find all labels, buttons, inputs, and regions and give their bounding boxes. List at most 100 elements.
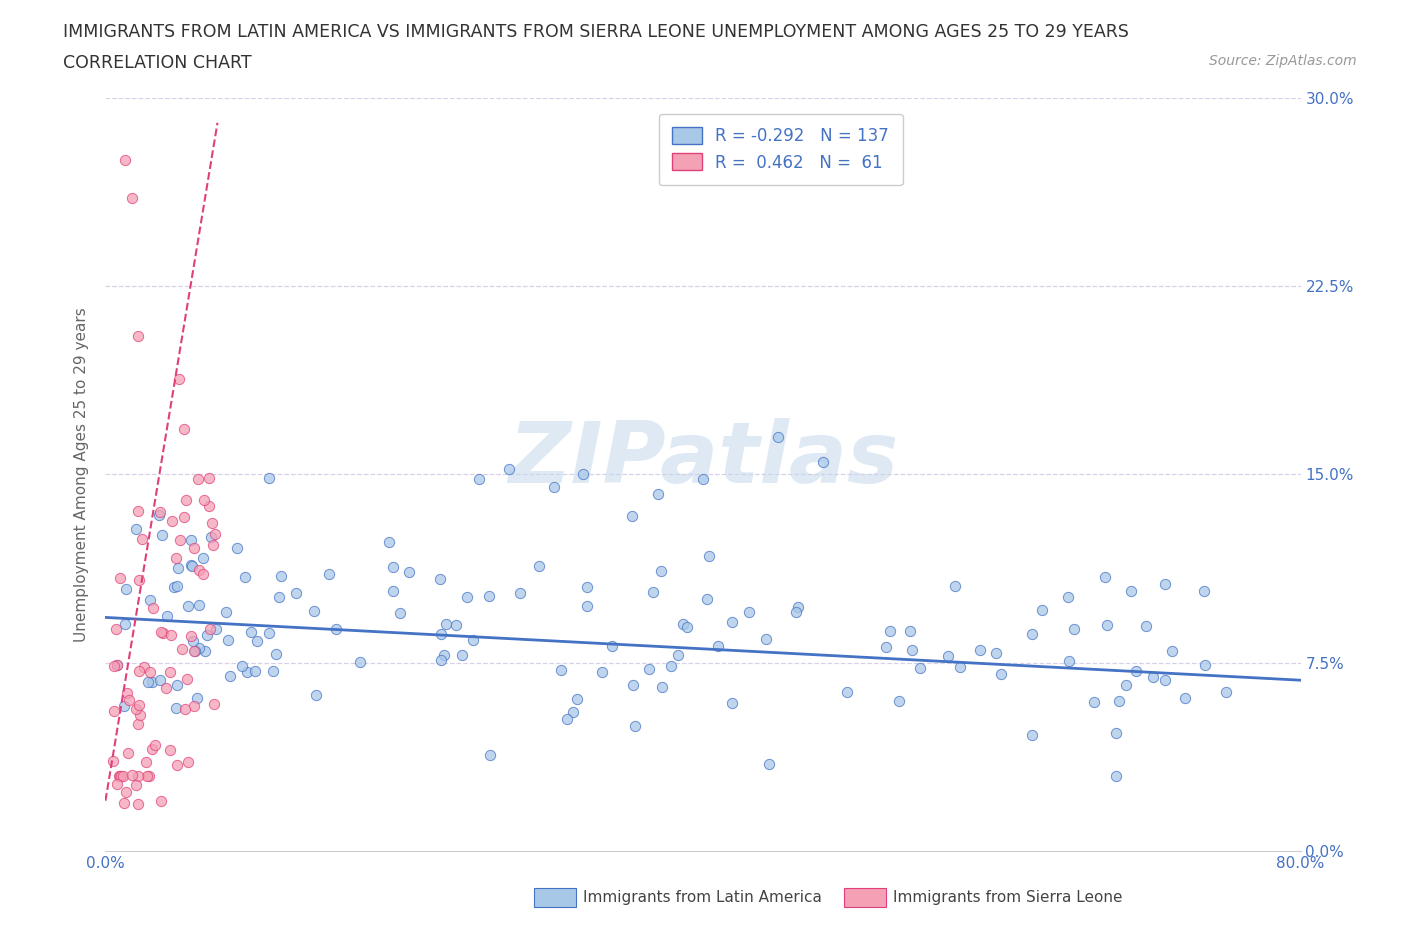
Point bbox=[156, 609, 179, 624]
Point bbox=[105, 777, 128, 791]
Point bbox=[112, 768, 135, 783]
Point bbox=[692, 472, 714, 486]
Point bbox=[167, 372, 190, 387]
Point bbox=[624, 719, 647, 734]
Point bbox=[117, 686, 139, 701]
Point bbox=[148, 508, 170, 523]
Point bbox=[128, 573, 150, 588]
Point bbox=[138, 768, 160, 783]
Point bbox=[676, 619, 699, 634]
Point bbox=[433, 647, 456, 662]
Point bbox=[1135, 618, 1157, 633]
Point bbox=[1194, 658, 1216, 672]
Point bbox=[127, 768, 149, 783]
Point bbox=[128, 664, 150, 679]
Point bbox=[1142, 670, 1164, 684]
Point bbox=[180, 629, 202, 644]
Point bbox=[721, 696, 744, 711]
Point bbox=[707, 639, 730, 654]
Point bbox=[382, 559, 405, 574]
Point bbox=[1105, 768, 1128, 783]
Point bbox=[124, 778, 146, 793]
Point bbox=[591, 664, 613, 679]
Point bbox=[875, 640, 897, 655]
Point bbox=[125, 522, 148, 537]
Point bbox=[187, 598, 209, 613]
Point bbox=[152, 528, 174, 543]
Point bbox=[184, 644, 207, 658]
Legend: R = -0.292   N = 137, R =  0.462   N =  61: R = -0.292 N = 137, R = 0.462 N = 61 bbox=[659, 113, 903, 185]
Point bbox=[766, 430, 789, 445]
Point bbox=[1063, 621, 1085, 636]
Point bbox=[183, 540, 205, 555]
Point bbox=[240, 624, 263, 639]
Point bbox=[305, 687, 328, 702]
Point bbox=[191, 551, 214, 565]
Point bbox=[1108, 694, 1130, 709]
Point bbox=[152, 625, 174, 640]
Point bbox=[112, 796, 135, 811]
Point bbox=[201, 538, 224, 552]
Point bbox=[139, 665, 162, 680]
Point bbox=[108, 768, 131, 783]
Point bbox=[121, 191, 143, 206]
Point bbox=[114, 153, 136, 167]
Text: CORRELATION CHART: CORRELATION CHART bbox=[63, 54, 252, 72]
Point bbox=[1153, 672, 1175, 687]
Point bbox=[389, 605, 412, 620]
Point bbox=[183, 644, 205, 658]
Point bbox=[205, 622, 228, 637]
Point bbox=[103, 658, 125, 673]
Point bbox=[621, 678, 644, 693]
Point bbox=[509, 585, 531, 600]
Text: Immigrants from Sierra Leone: Immigrants from Sierra Leone bbox=[893, 890, 1122, 905]
Point bbox=[127, 797, 149, 812]
Point bbox=[180, 558, 202, 573]
Point bbox=[162, 513, 184, 528]
Point bbox=[177, 754, 200, 769]
Point bbox=[166, 757, 188, 772]
Point bbox=[672, 617, 695, 631]
Point bbox=[575, 599, 598, 614]
Point bbox=[204, 526, 226, 541]
Point bbox=[398, 565, 420, 579]
Point bbox=[191, 566, 214, 581]
Point bbox=[659, 658, 682, 673]
Point bbox=[270, 568, 292, 583]
Point bbox=[160, 628, 183, 643]
Point bbox=[1160, 644, 1182, 658]
Point bbox=[264, 646, 287, 661]
Text: ZIPatlas: ZIPatlas bbox=[508, 418, 898, 500]
Point bbox=[125, 701, 148, 716]
Point bbox=[181, 633, 204, 648]
Point bbox=[136, 675, 159, 690]
Point bbox=[901, 643, 924, 658]
Point bbox=[180, 558, 202, 573]
Point bbox=[620, 509, 643, 524]
Point bbox=[1097, 618, 1119, 632]
Point bbox=[527, 558, 550, 573]
Point bbox=[108, 768, 131, 783]
Point bbox=[949, 659, 972, 674]
Point bbox=[643, 585, 665, 600]
Point bbox=[456, 589, 478, 604]
Point bbox=[188, 641, 211, 656]
Point bbox=[121, 768, 143, 783]
Point bbox=[900, 623, 922, 638]
Point bbox=[169, 533, 191, 548]
Point bbox=[162, 579, 184, 594]
Text: IMMIGRANTS FROM LATIN AMERICA VS IMMIGRANTS FROM SIERRA LEONE UNEMPLOYMENT AMONG: IMMIGRANTS FROM LATIN AMERICA VS IMMIGRA… bbox=[63, 23, 1129, 41]
Point bbox=[128, 708, 150, 723]
Point bbox=[666, 647, 689, 662]
Point bbox=[177, 598, 200, 613]
Point bbox=[262, 663, 284, 678]
Point bbox=[138, 592, 160, 607]
Point bbox=[835, 684, 858, 699]
Point bbox=[218, 668, 240, 683]
Point bbox=[155, 681, 177, 696]
Point bbox=[105, 658, 128, 672]
Point bbox=[429, 627, 451, 642]
Point bbox=[117, 746, 139, 761]
Point bbox=[1115, 678, 1137, 693]
Point bbox=[236, 665, 259, 680]
